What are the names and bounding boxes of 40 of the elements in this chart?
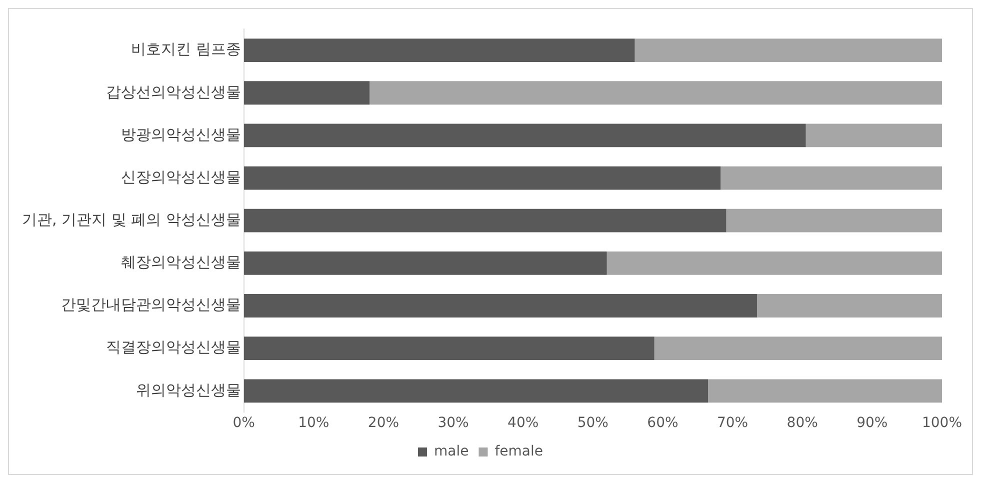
x-tick-label: 30% bbox=[438, 415, 469, 432]
x-tick-label: 90% bbox=[856, 415, 888, 432]
y-tick-label: 위의악성신생물 bbox=[136, 380, 241, 399]
bar bbox=[244, 38, 635, 62]
y-tick-label: 방광의악성신생물 bbox=[120, 125, 241, 144]
bar bbox=[244, 208, 726, 232]
x-tick-label: 10% bbox=[298, 415, 330, 432]
bar bbox=[244, 294, 757, 318]
y-tick-label: 직결장의악성신생물 bbox=[106, 338, 241, 356]
bar bbox=[244, 379, 708, 403]
x-tick-label: 60% bbox=[647, 415, 678, 432]
y-tick-label: 기관, 기관지 및 폐의 악성신생물 bbox=[22, 210, 241, 228]
bar bbox=[244, 336, 654, 360]
y-tick-label: 갑상선의악성신생물 bbox=[106, 82, 241, 101]
y-tick-label: 간및간내담관의악성신생물 bbox=[60, 296, 241, 314]
y-tick-label: 신장의악성신생물 bbox=[120, 168, 241, 186]
bar bbox=[244, 166, 721, 190]
bar bbox=[726, 208, 942, 232]
x-tick-label: 70% bbox=[716, 415, 748, 432]
bar bbox=[244, 251, 607, 275]
y-tick-label: 비호지킨 림프종 bbox=[131, 40, 241, 58]
bar bbox=[244, 124, 806, 148]
x-tick-label: 20% bbox=[368, 415, 400, 432]
y-tick-label: 췌장의악성신생물 bbox=[120, 253, 241, 272]
legend-label: male bbox=[434, 444, 469, 460]
bar bbox=[654, 336, 942, 360]
bar bbox=[244, 81, 370, 105]
bar bbox=[634, 38, 942, 62]
x-tick-label: 0% bbox=[232, 415, 255, 432]
bar bbox=[720, 166, 942, 190]
legend-label: female bbox=[494, 444, 543, 460]
bar bbox=[370, 81, 942, 105]
bar bbox=[606, 251, 942, 275]
x-tick-label: 100% bbox=[922, 415, 962, 432]
bar bbox=[708, 379, 942, 403]
x-tick-label: 80% bbox=[786, 415, 818, 432]
x-tick-label: 40% bbox=[508, 415, 539, 432]
bar bbox=[756, 294, 942, 318]
x-tick-label: 50% bbox=[577, 415, 608, 432]
bar bbox=[806, 124, 942, 148]
